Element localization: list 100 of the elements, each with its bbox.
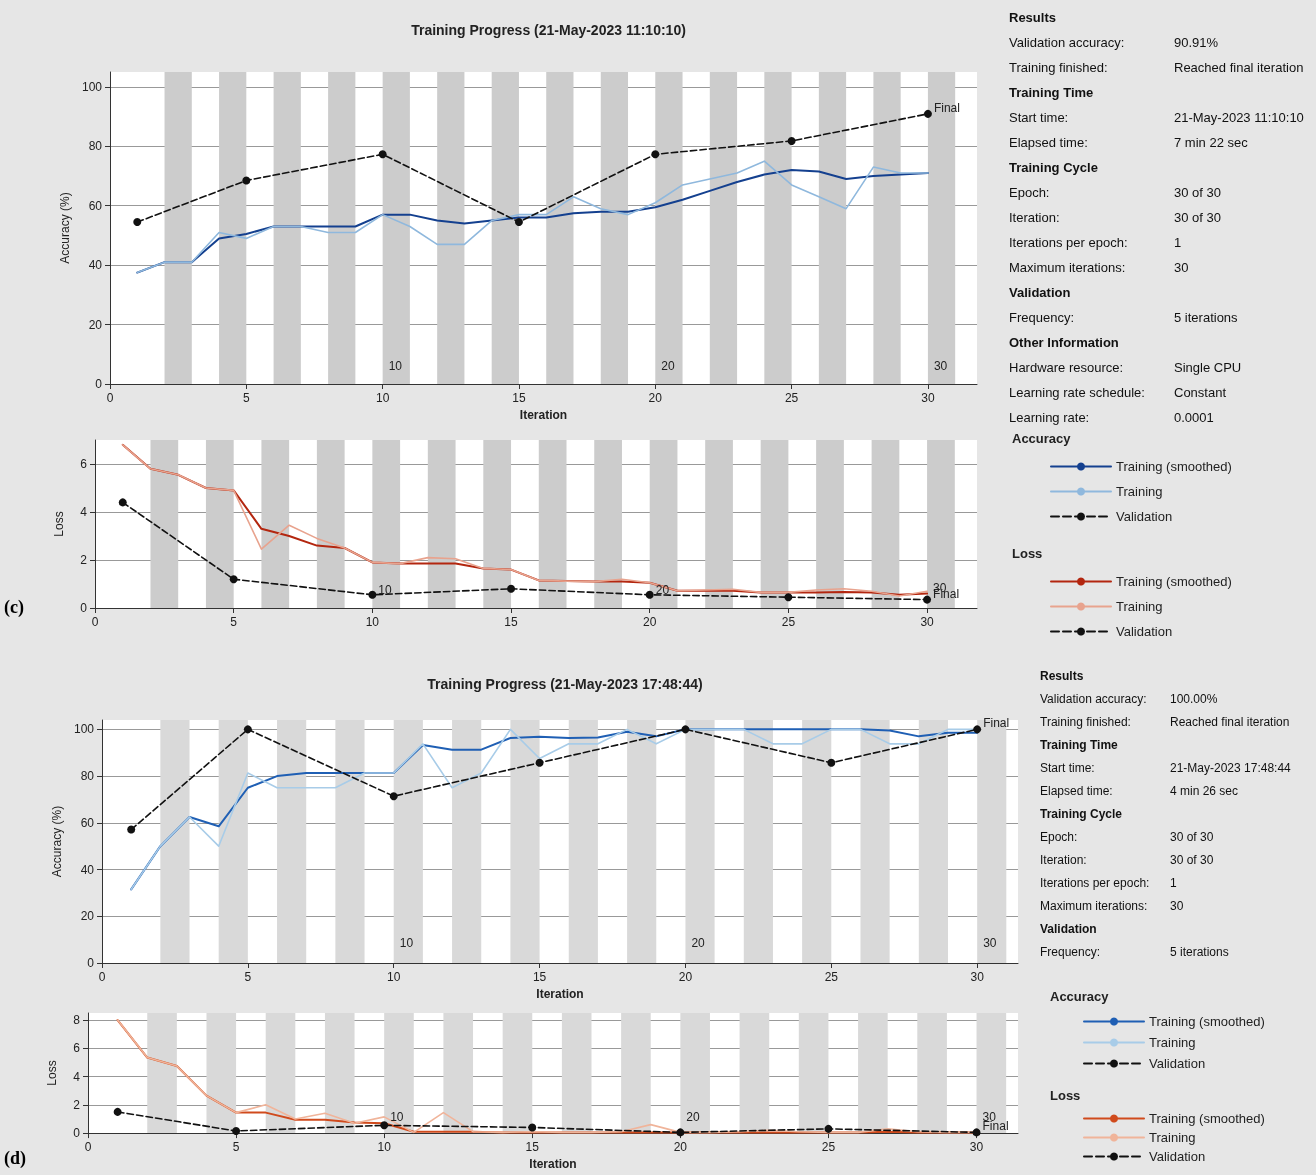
point xyxy=(389,792,398,801)
y-axis-title: Accuracy (%) xyxy=(58,192,73,264)
annotation: 30 xyxy=(983,935,997,950)
x-tick-label: 0 xyxy=(106,391,114,405)
point xyxy=(118,498,127,507)
point xyxy=(242,176,251,185)
legend-label: Validation xyxy=(1149,1149,1206,1164)
annotation: 20 xyxy=(686,1110,701,1125)
legend-label: Training xyxy=(1116,599,1163,614)
text: Iterations per epoch: 1 xyxy=(1040,876,1177,890)
text: Start time: 21-May-2023 11:10:10 xyxy=(1009,110,1304,125)
text: Validation xyxy=(1040,921,1098,938)
point xyxy=(923,595,932,604)
y-tick-label: 100 xyxy=(81,79,103,94)
point xyxy=(972,1128,981,1137)
x-tick-label: 20 xyxy=(648,391,663,405)
x-axis-title: Iteration xyxy=(536,986,584,1001)
text: Start time: 21-May-2023 17:48:44 xyxy=(1040,761,1291,775)
annotation: 10 xyxy=(388,359,403,374)
y-tick-label: 60 xyxy=(88,198,103,213)
annotation: Final xyxy=(933,100,960,115)
y-tick-label: 100 xyxy=(73,722,95,737)
x-tick-label: 30 xyxy=(921,391,935,405)
y-tick-label: 2 xyxy=(73,1097,81,1112)
x-tick-label: 10 xyxy=(387,970,401,984)
x-tick-label: 25 xyxy=(824,970,839,984)
y-tick-label: 2 xyxy=(80,553,88,567)
annotation: 10 xyxy=(390,1110,404,1125)
annotation: 10 xyxy=(399,935,414,950)
y-tick-label: 40 xyxy=(80,862,95,877)
x-axis-title: Iteration xyxy=(529,1157,577,1171)
legend-label: Training (smoothed) xyxy=(1116,574,1232,589)
legend-label: Training (smoothed) xyxy=(1149,1111,1265,1126)
x-tick-label: 25 xyxy=(781,615,796,629)
legend-label: Training (smoothed) xyxy=(1149,1014,1265,1029)
point xyxy=(827,758,836,767)
text: Epoch: 30 of 30 xyxy=(1009,185,1221,200)
y-tick-label: 60 xyxy=(80,815,95,830)
annotation: 30 xyxy=(933,359,948,374)
point xyxy=(113,1107,122,1116)
y-tick-label: 0 xyxy=(95,377,103,391)
x-tick-label: 15 xyxy=(532,970,547,984)
text: Elapsed time: 4 min 26 sec xyxy=(1040,784,1239,798)
point xyxy=(824,1124,833,1133)
legend-label: Validation xyxy=(1116,509,1173,524)
point xyxy=(380,1121,389,1130)
x-tick-label: 20 xyxy=(643,615,657,629)
x-tick-label: 15 xyxy=(525,1140,540,1155)
y-tick-label: 80 xyxy=(88,139,103,154)
text: Validation accuracy: 90.91% xyxy=(1009,35,1219,50)
x-tick-label: 20 xyxy=(678,970,693,984)
legend-title: Loss xyxy=(1012,546,1043,561)
y-tick-label: 4 xyxy=(80,505,88,519)
point xyxy=(243,725,252,734)
y-tick-label: 6 xyxy=(80,457,88,471)
text: Training Time xyxy=(1040,737,1119,754)
y-axis-title: Loss xyxy=(45,1060,59,1086)
text: Frequency: 5 iterations xyxy=(1009,310,1238,325)
legend-label: Training (smoothed) xyxy=(1116,459,1232,474)
legend-title: Loss xyxy=(1050,1088,1081,1103)
text: (c) xyxy=(4,597,24,618)
x-tick-label: 30 xyxy=(920,615,935,629)
y-tick-label: 6 xyxy=(73,1041,81,1056)
y-axis-title: Loss xyxy=(52,511,66,537)
text: Training Cycle xyxy=(1040,806,1124,823)
x-tick-label: 5 xyxy=(244,970,252,984)
point xyxy=(528,1123,537,1132)
text: Iteration: 30 of 30 xyxy=(1009,210,1221,225)
point xyxy=(651,150,660,159)
y-tick-label: 0 xyxy=(73,1126,81,1141)
text: Epoch: 30 of 30 xyxy=(1040,830,1214,844)
text: Training Time xyxy=(1009,84,1095,102)
legend-title: Accuracy xyxy=(1012,431,1072,446)
text: Maximum iterations: 30 xyxy=(1009,260,1189,275)
chart-title: Training Progress (21-May-2023 17:48:44) xyxy=(427,676,703,692)
text: (d) xyxy=(4,1148,26,1169)
point xyxy=(127,825,136,834)
x-tick-label: 10 xyxy=(365,615,380,629)
legend-label: Training xyxy=(1116,484,1163,499)
annotation: 20 xyxy=(661,359,675,374)
point xyxy=(232,1126,241,1135)
annotation: 20 xyxy=(691,935,706,950)
point xyxy=(535,758,544,767)
point xyxy=(923,109,932,118)
text: Training finished: Reached final iteration xyxy=(1009,60,1304,75)
text: Training Cycle xyxy=(1009,159,1099,177)
y-tick-label: 0 xyxy=(87,956,95,970)
text: Results xyxy=(1040,668,1085,685)
point xyxy=(973,725,982,734)
legend-title: Accuracy xyxy=(1050,989,1110,1004)
point xyxy=(787,136,796,145)
y-tick-label: 4 xyxy=(73,1069,81,1084)
legend-label: Training xyxy=(1149,1035,1196,1050)
text: Validation accuracy: 100.00% xyxy=(1040,692,1218,706)
x-tick-label: 10 xyxy=(377,1140,392,1155)
legend-label: Validation xyxy=(1116,624,1173,639)
text: Other Information xyxy=(1009,334,1120,352)
text: Elapsed time: 7 min 22 sec xyxy=(1009,135,1248,150)
text: Iterations per epoch: 1 xyxy=(1009,235,1182,250)
annotation: 20 xyxy=(655,583,670,597)
